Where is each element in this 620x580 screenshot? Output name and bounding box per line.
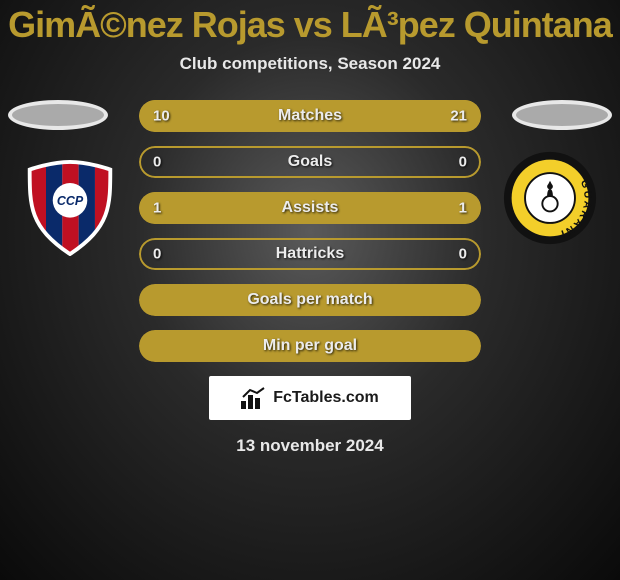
stat-value-left: 0 [153, 246, 161, 263]
player-avatar-right [512, 100, 612, 130]
stat-row-min-per-goal: Min per goal [139, 330, 481, 362]
page-title: GimÃ©nez Rojas vs LÃ³pez Quintana [0, 0, 620, 46]
stat-label: Matches [278, 107, 342, 125]
stat-label: Goals per match [247, 291, 372, 309]
stat-bars: 10 Matches 21 0 Goals 0 1 Assists 1 0 Ha… [139, 100, 481, 362]
brand-text: FcTables.com [273, 389, 379, 407]
fctables-logo-icon [241, 387, 267, 409]
stat-row-hattricks: 0 Hattricks 0 [139, 238, 481, 270]
stat-row-goals: 0 Goals 0 [139, 146, 481, 178]
date-text: 13 november 2024 [0, 436, 620, 456]
stat-row-matches: 10 Matches 21 [139, 100, 481, 132]
stat-label: Assists [282, 199, 339, 217]
player-avatar-left [8, 100, 108, 130]
stat-value-right: 21 [450, 108, 467, 125]
stat-label: Hattricks [276, 245, 344, 263]
stat-value-right: 0 [459, 154, 467, 171]
stat-row-assists: 1 Assists 1 [139, 192, 481, 224]
stat-label: Goals [288, 153, 332, 171]
stat-value-left: 1 [153, 200, 161, 217]
club-badge-left: CCP [22, 160, 118, 256]
comparison-panel: CCP GUARANI 10 Matches 21 [0, 100, 620, 456]
stat-label: Min per goal [263, 337, 357, 355]
stat-row-goals-per-match: Goals per match [139, 284, 481, 316]
stat-value-right: 0 [459, 246, 467, 263]
stat-value-left: 10 [153, 108, 170, 125]
brand-footer[interactable]: FcTables.com [209, 376, 411, 420]
svg-text:CCP: CCP [57, 194, 84, 208]
stat-value-right: 1 [459, 200, 467, 217]
stat-value-left: 0 [153, 154, 161, 171]
subtitle: Club competitions, Season 2024 [0, 54, 620, 74]
club-badge-right: GUARANI [502, 150, 598, 246]
